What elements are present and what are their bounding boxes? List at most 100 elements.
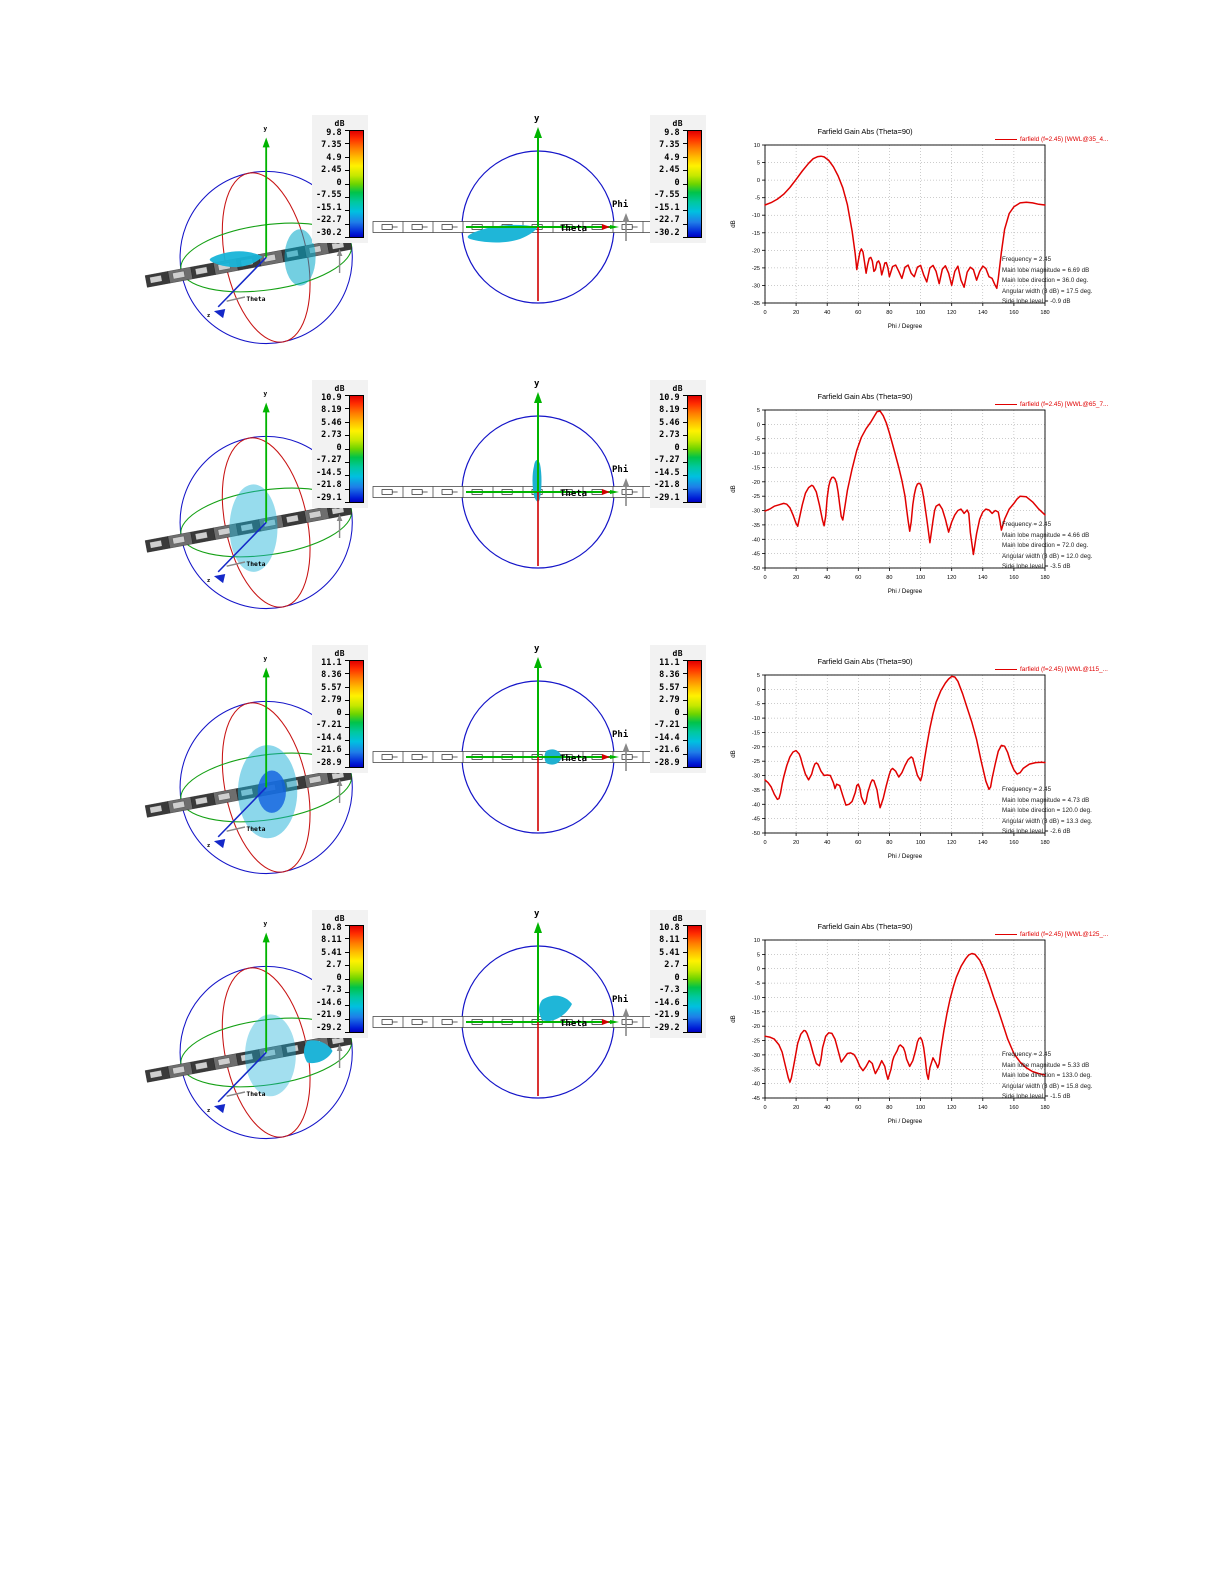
svg-text:140: 140 [978, 1105, 987, 1111]
colorbar-tick-label: 10.9 [321, 393, 342, 403]
colorbar-gradient [686, 130, 702, 238]
svg-text:-35: -35 [752, 788, 760, 794]
svg-text:60: 60 [855, 1105, 861, 1111]
stat-main-lobe-direction: Main lobe direction = 133.0 deg. [1002, 1072, 1092, 1079]
colorbar-tick-label: 9.8 [664, 128, 680, 138]
colorbar-tick-label: -21.6 [654, 745, 680, 756]
svg-text:-20: -20 [752, 745, 760, 751]
chart-title: Farfield Gain Abs (Theta=90) [817, 657, 913, 666]
farfield-2d-panel[interactable]: y Theta Phi [368, 635, 704, 875]
svg-text:160: 160 [1009, 1105, 1018, 1111]
farfield-2d-panel[interactable]: y Theta Phi [368, 900, 704, 1140]
colorbar-labels: 9.8 7.35 4.9 2.45 0 -7.55 -15.1 -22.7 -30.2 [316, 129, 345, 238]
svg-text:5: 5 [757, 161, 760, 167]
legend-label: farfield (f=2.45) [WWL@35_4... [1020, 136, 1109, 143]
colorbar-tick-label: 11.1 [659, 658, 680, 668]
svg-text:80: 80 [886, 1105, 892, 1111]
colorbar-ticks [682, 395, 687, 503]
farfield-3d-panel[interactable]: yzThetaPhi [95, 370, 353, 610]
svg-text:0: 0 [763, 1105, 766, 1111]
colorbar-tick-label: -14.5 [316, 467, 342, 478]
plot-axis-ticks: 0 20 40 60 80 100 120 140 160 180 5 0 -5 -10 -15 -20 -25… [752, 408, 1050, 581]
axis-label-y: y [534, 379, 540, 389]
chart-title: Farfield Gain Abs (Theta=90) [817, 127, 913, 136]
cartesian-chart-panel[interactable]: Farfield Gain Abs (Theta=90) 0 20 40 60 80 100… [705, 900, 1225, 1150]
svg-text:0: 0 [757, 422, 760, 428]
svg-text:10: 10 [754, 143, 760, 149]
farfield-3d-panel[interactable]: yzThetaPhi [95, 105, 353, 345]
colorbar-tick-label: -21.8 [316, 480, 342, 491]
colorbar-3d: dB 9.8 7.35 4.9 2.45 0 -7.55 -15.1 -22.7 -30.2 [312, 115, 397, 243]
farfield-2d-panel[interactable]: y Theta Phi [368, 370, 704, 610]
axis-label-y: y [534, 644, 540, 654]
svg-text:40: 40 [824, 575, 830, 581]
svg-text:-5: -5 [755, 702, 760, 708]
farfield-3d-panel[interactable]: yzThetaPhi [95, 900, 353, 1140]
svg-text:100: 100 [916, 1105, 925, 1111]
farfield-3d-panel[interactable]: yzThetaPhi [95, 635, 353, 875]
farfield-2d-panel[interactable]: y Theta Phi [368, 105, 704, 345]
colorbar-tick-label: -15.1 [316, 202, 342, 213]
chart-legend[interactable]: farfield (f=2.45) [WWL@35_4... [995, 136, 1108, 143]
colorbar-gradient [348, 925, 364, 1033]
cartesian-chart-panel[interactable]: Farfield Gain Abs (Theta=90) 0 20 40 60 80 100… [705, 635, 1225, 885]
colorbar-tick-label: -7.3 [321, 985, 342, 996]
axis-label-y: y [534, 114, 540, 124]
svg-text:-20: -20 [752, 480, 760, 486]
colorbar-gradient [348, 660, 364, 768]
svg-text:0: 0 [757, 687, 760, 693]
result-stats-block: Frequency = 2.45 Main lobe magnitude = 6.… [1002, 255, 1093, 308]
colorbar-2d: dB 9.8 7.35 4.9 2.45 0 -7.55 -15.1 -22.7 -30.2 [650, 115, 735, 243]
svg-text:-10: -10 [752, 716, 760, 722]
farfield-2d-canvas: y Theta Phi [372, 644, 704, 834]
colorbar-tick-label: -14.4 [654, 732, 680, 743]
colorbar-tick-label: 8.11 [659, 935, 680, 946]
colorbar-tick-label: 2.7 [326, 960, 342, 971]
colorbar-gradient [348, 395, 364, 503]
colorbar-tick-label: 10.9 [659, 393, 680, 403]
colorbar-tick-label: 0 [674, 972, 680, 983]
svg-text:-20: -20 [752, 248, 760, 254]
stat-side-lobe-level: Side lobe level = -1.5 dB [1002, 1093, 1071, 1100]
stat-main-lobe-magnitude: Main lobe magnitude = 5.33 dB [1002, 1061, 1090, 1069]
svg-text:-25: -25 [752, 266, 760, 272]
data-series-line [764, 952, 1046, 1083]
svg-text:0: 0 [763, 575, 766, 581]
svg-text:-35: -35 [752, 523, 760, 529]
farfield-2d-canvas: y Theta Phi [372, 379, 704, 569]
svg-text:-30: -30 [752, 509, 760, 515]
svg-text:100: 100 [916, 310, 925, 316]
chart-legend[interactable]: farfield (f=2.45) [WWL@65_7... [995, 401, 1108, 408]
colorbar-tick-label: 8.19 [321, 405, 342, 416]
colorbar-title: dB [334, 914, 346, 923]
colorbar-title: dB [672, 384, 684, 393]
chart-legend[interactable]: farfield (f=2.45) [WWL@115_... [995, 666, 1108, 673]
colorbar-tick-label: -7.27 [654, 455, 680, 466]
colorbar-tick-label: -29.2 [654, 1022, 680, 1033]
colorbar-tick-label: -22.7 [316, 215, 342, 226]
x-axis-title: Phi / Degree [888, 1118, 923, 1125]
colorbar-tick-label: 8.36 [321, 670, 342, 681]
label-phi: Phi [612, 729, 629, 740]
legend-label: farfield (f=2.45) [WWL@115_... [1020, 666, 1108, 673]
colorbar-tick-label: -29.1 [316, 492, 342, 503]
svg-text:80: 80 [886, 840, 892, 846]
colorbar-labels: 10.8 8.11 5.41 2.7 0 -7.3 -14.6 -21.9 -29.2 [654, 924, 683, 1033]
colorbar-tick-label: 5.46 [321, 417, 342, 428]
colorbar-labels: 10.8 8.11 5.41 2.7 0 -7.3 -14.6 -21.9 -29.2 [316, 923, 345, 1033]
chart-legend[interactable]: farfield (f=2.45) [WWL@125_... [995, 931, 1108, 938]
colorbar-tick-label: 10.8 [321, 923, 342, 933]
cartesian-chart-panel[interactable]: Farfield Gain Abs (Theta=90) 0 20 40 60 80 100… [705, 370, 1225, 620]
svg-text:160: 160 [1009, 840, 1018, 846]
svg-text:5: 5 [757, 673, 760, 679]
colorbar-gradient [686, 660, 702, 768]
colorbar-tick-label: -7.21 [654, 720, 680, 731]
colorbar-tick-label: 2.73 [321, 430, 342, 441]
colorbar-3d: dB 10.8 8.11 5.41 2.7 0 -7.3 -14.6 -21.9 -29.2 [312, 910, 397, 1038]
svg-text:-50: -50 [752, 831, 760, 837]
result-stats-block: Frequency = 2.45 Main lobe magnitude = 5.… [1002, 1050, 1093, 1103]
colorbar-tick-label: -14.6 [654, 997, 680, 1008]
label-phi: Phi [612, 199, 629, 210]
cartesian-chart-panel[interactable]: Farfield Gain Abs (Theta=90) 0 20 40 60 80 100… [705, 105, 1225, 355]
colorbar-labels: 11.1 8.36 5.57 2.79 0 -7.21 -14.4 -21.6 -28.9 [654, 658, 683, 768]
